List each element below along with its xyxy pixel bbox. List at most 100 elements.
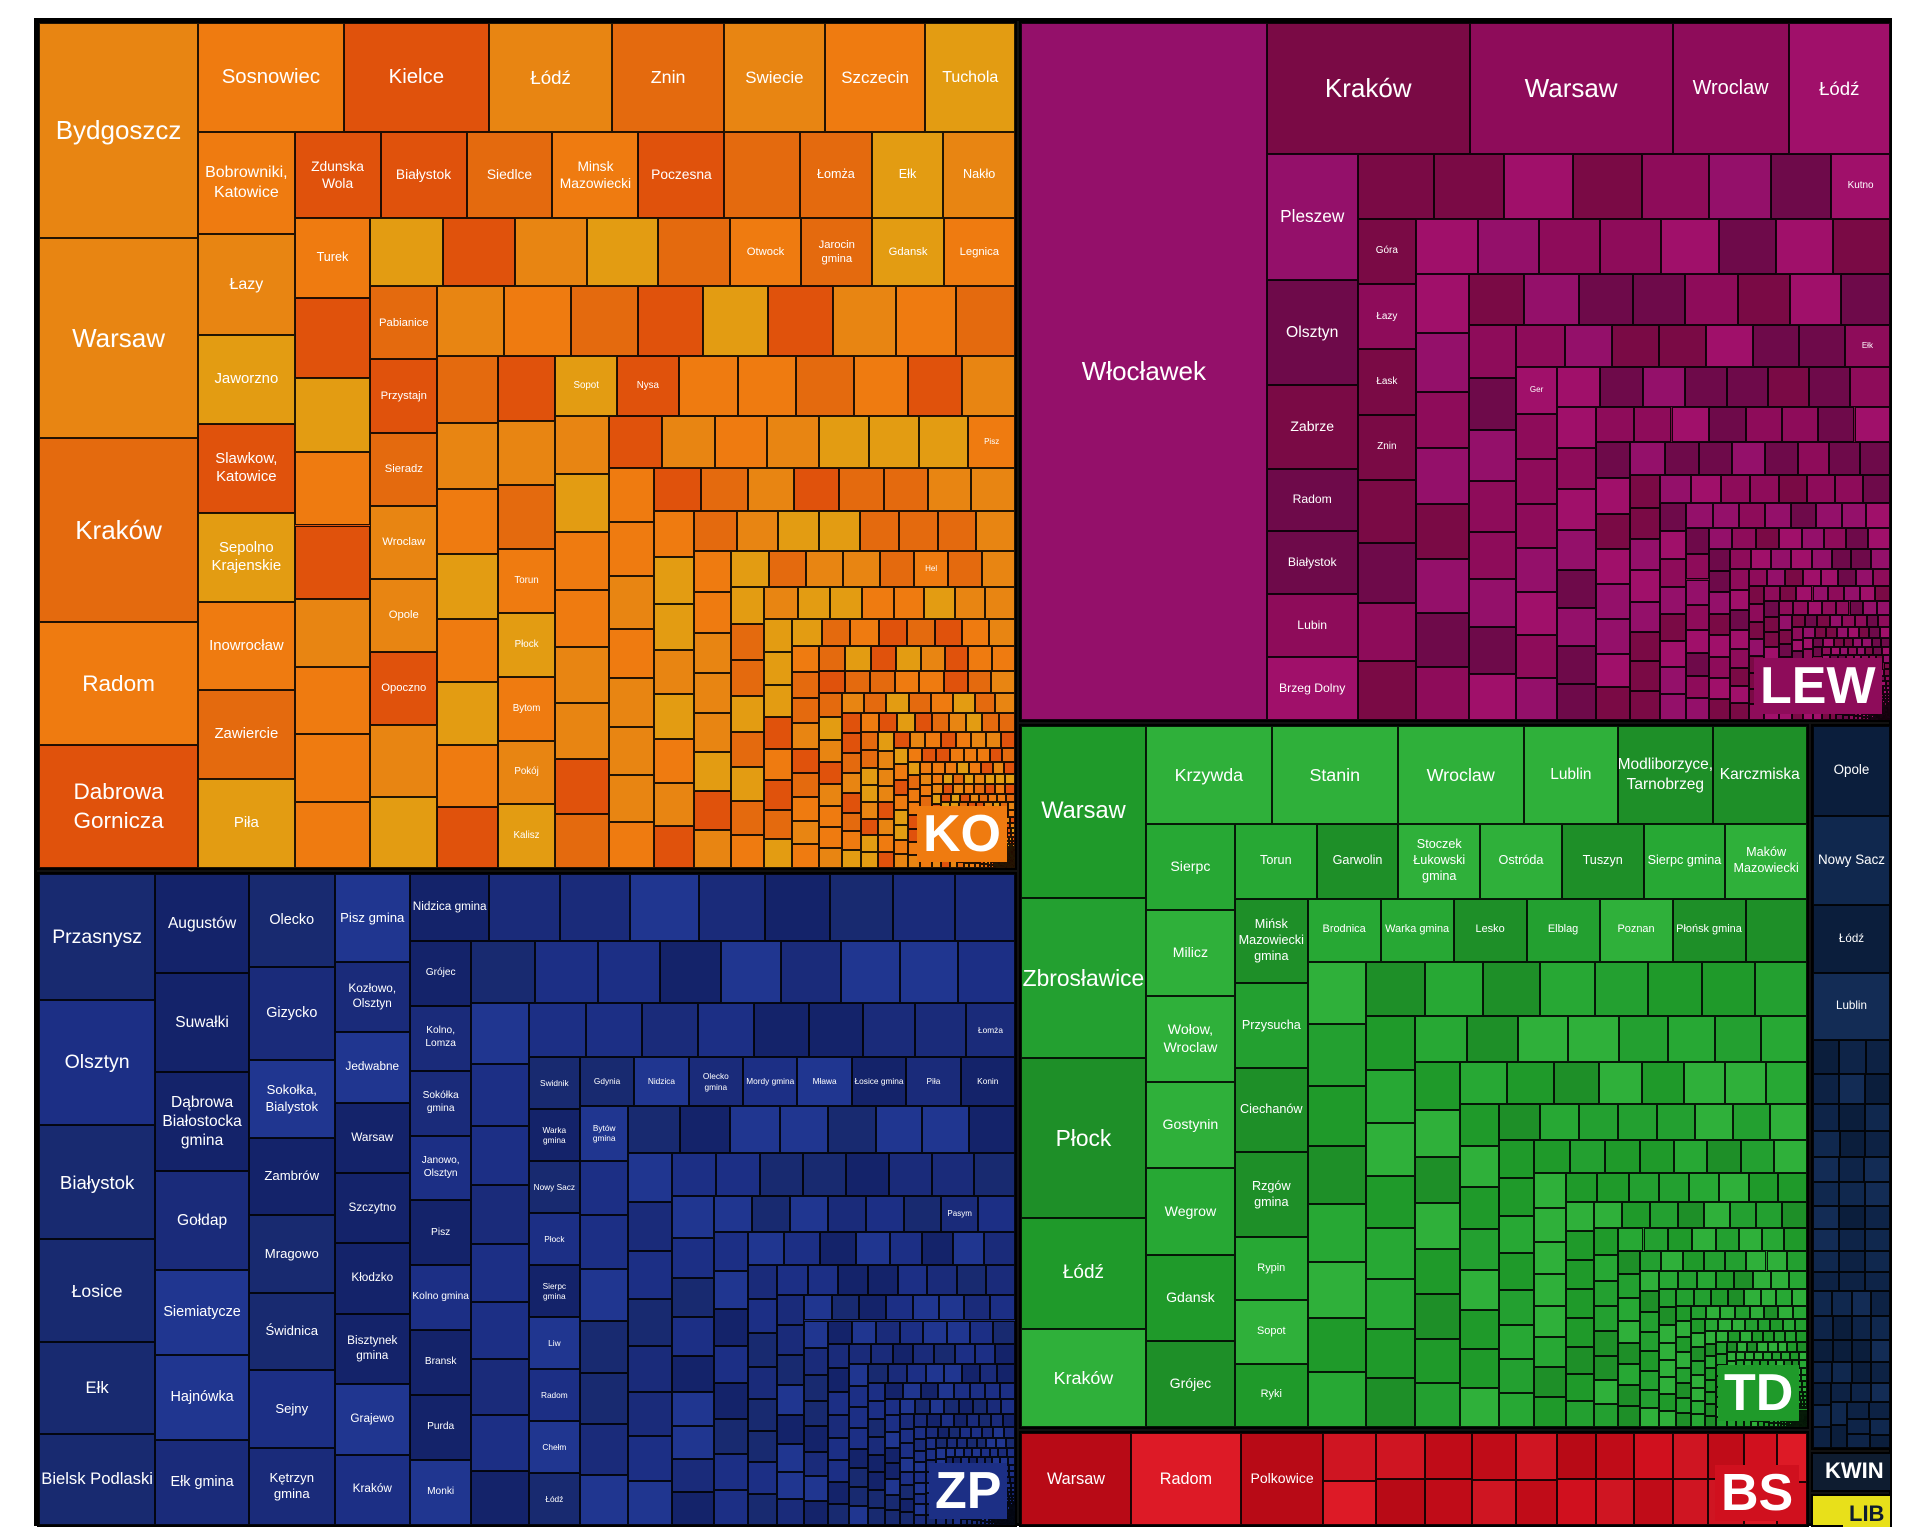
tile-label: Polkowice — [1250, 1470, 1314, 1487]
tile-lew-2: Warsaw — [1469, 23, 1673, 155]
tile-lew-minor — [1821, 647, 1831, 656]
tile-ko-minor — [841, 812, 861, 832]
tile-td-minor — [1307, 1262, 1366, 1318]
tile-zp-minor — [849, 1407, 869, 1429]
tile-lew-8: Radom — [1266, 468, 1358, 532]
tile-lew-minor — [1882, 707, 1885, 710]
tile-label: Purda — [427, 1421, 455, 1433]
tile-td-minor — [1691, 1388, 1705, 1402]
tile-unlabeled-minor — [1839, 1073, 1866, 1104]
tile-ko-minor — [950, 793, 961, 803]
tile-ko-minor — [1012, 840, 1015, 844]
tile-td-minor — [1798, 1351, 1807, 1361]
tile-td-minor — [1751, 1331, 1763, 1343]
tile-zp-minor — [804, 1294, 832, 1321]
tile-td-minor — [1499, 1215, 1535, 1254]
tile-ko-minor — [943, 671, 968, 694]
tile-zp-19: Sejny — [248, 1370, 335, 1448]
tile-zp-53: Mordy gmina — [743, 1057, 798, 1106]
tile-label: Łazy — [1376, 310, 1398, 322]
tile-ko-minor — [653, 782, 695, 827]
tile-ko-minor — [1000, 861, 1003, 864]
tile-td-minor — [1799, 1396, 1804, 1401]
tile-lew-14: Łazy — [1357, 284, 1417, 350]
tile-ko-minor — [870, 671, 895, 694]
tile-td-minor — [1534, 1173, 1566, 1208]
tile-zp-13: Olecko — [248, 874, 335, 967]
tile-td-minor — [1786, 1424, 1790, 1427]
tile-zp-minor — [804, 1476, 828, 1501]
tile-zp-minor — [992, 1320, 1015, 1344]
tile-td-minor — [1534, 1367, 1566, 1398]
tile-lew-minor — [1468, 325, 1517, 378]
tile-ko-minor — [941, 732, 957, 749]
tile-label: Warsaw — [1524, 73, 1618, 104]
tile-zp-minor — [978, 1414, 992, 1428]
tile-ko-minor — [982, 713, 999, 733]
tile-label: Płock — [1055, 1124, 1112, 1151]
tile-lew-minor — [1873, 716, 1877, 719]
tile-zp-minor — [713, 1418, 748, 1455]
tile-zp-minor — [1014, 1524, 1015, 1525]
tile-lew-minor — [1564, 325, 1612, 368]
group-tag-bs: BS — [1715, 1465, 1800, 1521]
tile-ko-2: Kraków — [39, 437, 199, 623]
tile-lew-minor — [1686, 528, 1709, 554]
tile-lew-minor — [1698, 442, 1732, 476]
tile-zp-minor — [1008, 1511, 1011, 1514]
tile-label: Augustów — [167, 914, 237, 932]
tile-zp-minor — [852, 1320, 877, 1344]
tile-ko-minor — [960, 793, 970, 803]
tile-zp-minor — [849, 1468, 869, 1488]
tile-zp-minor — [1008, 1507, 1011, 1510]
tile-zp-minor — [747, 1298, 778, 1333]
tile-zp-minor — [828, 1367, 850, 1392]
tile-lew-minor — [1883, 705, 1886, 708]
tile-ko-minor — [715, 415, 768, 468]
tile-lew-minor — [1854, 615, 1867, 628]
tile-zp-minor — [997, 1520, 1000, 1523]
tile-td-17: Stoczek Łukowski gmina — [1398, 823, 1481, 899]
tile-lew-minor — [1859, 442, 1890, 476]
tile-td-minor — [1726, 1342, 1738, 1352]
tile-lew-minor — [1516, 591, 1558, 636]
tile-td-minor — [1763, 1331, 1775, 1343]
tile-ko-16: Sepolno Krajenskie — [198, 512, 295, 602]
tile-zp-minor — [760, 1152, 804, 1197]
tile-unlabeled-minor — [1839, 1229, 1866, 1252]
tile-lew-minor — [1878, 718, 1881, 720]
tile-ko-minor — [1008, 849, 1011, 852]
tile-unlabeled-minor — [1871, 1340, 1890, 1363]
tile-lew-minor — [1708, 656, 1730, 679]
tile-zp-minor — [868, 1401, 886, 1420]
tile-ko-minor — [1008, 809, 1015, 817]
tile-lew-minor — [1824, 528, 1847, 550]
tile-td-minor — [1795, 1425, 1798, 1427]
tile-label: Radom — [1159, 1469, 1213, 1488]
tile-label: Przasnysz — [52, 925, 142, 948]
tile-lew-13: Góra — [1357, 219, 1417, 285]
tile-zp-minor — [938, 1294, 965, 1321]
tile-label: Świdnica — [265, 1323, 319, 1339]
tile-zp-minor — [803, 1152, 847, 1197]
tile-ko-minor — [979, 793, 989, 803]
tile-lew-minor — [1630, 475, 1661, 508]
tile-lew-minor — [1880, 716, 1883, 719]
tile-zp-55: Łosice gmina — [851, 1057, 907, 1106]
tile-td-minor — [1618, 1250, 1640, 1275]
tile-zp-minor — [628, 1346, 673, 1392]
tile-td-minor — [1307, 1372, 1366, 1427]
tile-label: Nowy Sacz — [1818, 852, 1885, 868]
tile-ko-29: Turek — [294, 217, 371, 299]
tile-ko-minor — [294, 666, 371, 735]
tile-lew-minor — [1416, 219, 1478, 275]
tile-ko-minor — [662, 415, 716, 468]
tile-zp-minor — [963, 1448, 973, 1457]
tile-ko-minor — [907, 788, 920, 803]
tile-label: Nowy Sacz — [533, 1181, 576, 1192]
tile-ko-minor — [1008, 854, 1011, 857]
tile-td-minor — [1460, 1145, 1500, 1188]
tile-zp-minor — [1012, 1505, 1015, 1508]
tile-zp-minor — [979, 1364, 998, 1383]
tile-td-2: Płock — [1021, 1058, 1146, 1218]
